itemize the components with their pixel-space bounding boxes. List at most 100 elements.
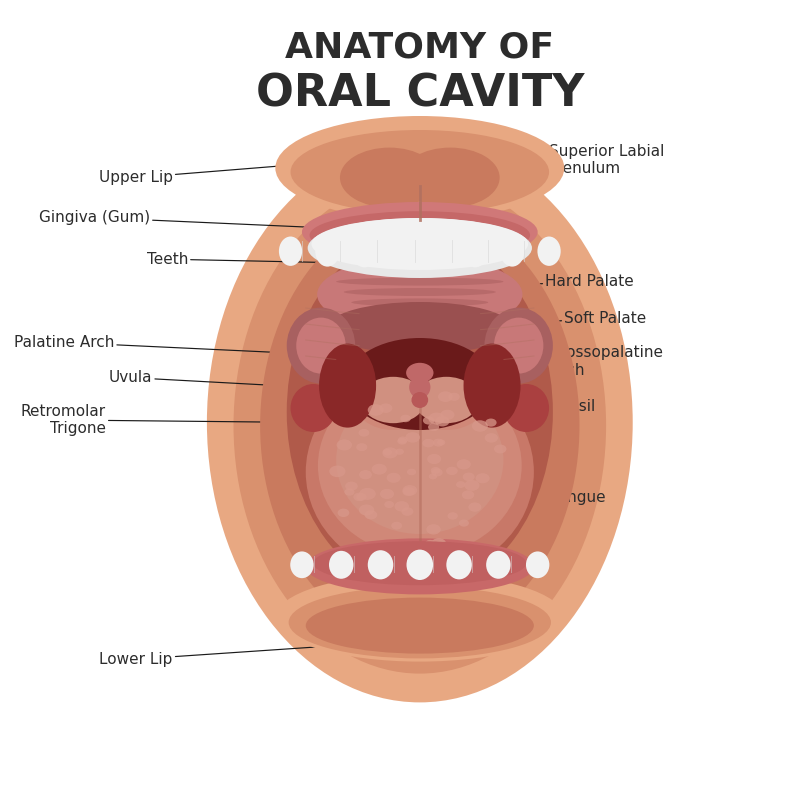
- Ellipse shape: [286, 232, 553, 592]
- Ellipse shape: [485, 308, 553, 384]
- Ellipse shape: [401, 147, 500, 208]
- Ellipse shape: [395, 449, 404, 454]
- Ellipse shape: [402, 485, 418, 496]
- Ellipse shape: [449, 393, 460, 401]
- Ellipse shape: [426, 524, 441, 534]
- Text: Lower Lip: Lower Lip: [99, 646, 325, 666]
- Ellipse shape: [437, 439, 446, 446]
- Text: Retromolar
Trigone: Retromolar Trigone: [21, 404, 302, 436]
- Ellipse shape: [326, 302, 513, 354]
- Ellipse shape: [494, 445, 506, 454]
- Ellipse shape: [479, 401, 492, 410]
- Ellipse shape: [315, 236, 340, 266]
- Ellipse shape: [406, 550, 433, 580]
- Ellipse shape: [306, 368, 534, 576]
- Ellipse shape: [472, 354, 512, 418]
- Ellipse shape: [459, 519, 469, 526]
- Ellipse shape: [422, 439, 434, 447]
- Ellipse shape: [462, 235, 488, 267]
- Ellipse shape: [431, 538, 446, 550]
- Ellipse shape: [380, 489, 394, 499]
- Ellipse shape: [359, 505, 374, 515]
- Text: Palatine Arch: Palatine Arch: [14, 335, 302, 354]
- Ellipse shape: [382, 449, 392, 455]
- Ellipse shape: [472, 420, 488, 432]
- Ellipse shape: [356, 443, 367, 451]
- Ellipse shape: [486, 418, 497, 426]
- Ellipse shape: [398, 437, 408, 443]
- Ellipse shape: [433, 438, 444, 446]
- Ellipse shape: [361, 377, 426, 423]
- Ellipse shape: [438, 391, 453, 402]
- Text: Tongue: Tongue: [434, 490, 606, 505]
- Text: Hard Palate: Hard Palate: [444, 274, 634, 289]
- Ellipse shape: [338, 509, 350, 517]
- Text: Superior Labial
Frenulum: Superior Labial Frenulum: [422, 144, 665, 186]
- Ellipse shape: [286, 308, 355, 384]
- Ellipse shape: [290, 130, 549, 214]
- Ellipse shape: [306, 598, 534, 654]
- Ellipse shape: [345, 489, 354, 496]
- Ellipse shape: [368, 550, 394, 579]
- Text: ANATOMY OF: ANATOMY OF: [286, 31, 554, 65]
- Ellipse shape: [234, 178, 606, 674]
- Ellipse shape: [354, 493, 366, 501]
- Ellipse shape: [317, 256, 522, 333]
- Ellipse shape: [346, 338, 494, 430]
- Ellipse shape: [306, 538, 534, 594]
- Text: Soft Palate: Soft Palate: [456, 311, 646, 326]
- Ellipse shape: [503, 384, 549, 432]
- Ellipse shape: [372, 464, 387, 474]
- Ellipse shape: [329, 551, 354, 578]
- Text: ORAL CAVITY: ORAL CAVITY: [256, 73, 584, 116]
- Ellipse shape: [337, 439, 352, 450]
- Ellipse shape: [468, 502, 482, 512]
- Ellipse shape: [429, 474, 437, 479]
- Ellipse shape: [368, 404, 384, 416]
- Ellipse shape: [486, 551, 510, 578]
- Text: Gingiva (Gum): Gingiva (Gum): [38, 210, 310, 227]
- Ellipse shape: [440, 410, 454, 420]
- Ellipse shape: [207, 142, 633, 702]
- Ellipse shape: [447, 512, 458, 520]
- Ellipse shape: [446, 466, 458, 475]
- Ellipse shape: [457, 459, 471, 470]
- Ellipse shape: [500, 236, 524, 266]
- Ellipse shape: [336, 278, 503, 286]
- Ellipse shape: [356, 494, 366, 501]
- Ellipse shape: [359, 488, 376, 500]
- Ellipse shape: [428, 413, 445, 425]
- Ellipse shape: [290, 384, 336, 432]
- Ellipse shape: [526, 551, 550, 578]
- Ellipse shape: [406, 432, 420, 442]
- Ellipse shape: [351, 298, 488, 306]
- Ellipse shape: [402, 507, 414, 516]
- Ellipse shape: [411, 392, 428, 408]
- Text: Teeth: Teeth: [146, 252, 321, 266]
- Ellipse shape: [362, 310, 477, 318]
- Ellipse shape: [308, 218, 532, 278]
- Ellipse shape: [340, 147, 439, 208]
- Ellipse shape: [344, 288, 496, 296]
- Ellipse shape: [430, 467, 441, 474]
- Ellipse shape: [414, 377, 478, 423]
- Ellipse shape: [358, 429, 370, 437]
- Ellipse shape: [538, 237, 561, 266]
- Text: Uvula: Uvula: [109, 370, 395, 392]
- Ellipse shape: [289, 586, 551, 658]
- Ellipse shape: [424, 542, 440, 554]
- Ellipse shape: [384, 501, 394, 508]
- Ellipse shape: [494, 318, 543, 374]
- Ellipse shape: [330, 466, 346, 477]
- Ellipse shape: [279, 237, 302, 266]
- Ellipse shape: [464, 480, 479, 491]
- Ellipse shape: [310, 211, 530, 259]
- Ellipse shape: [423, 416, 434, 425]
- Ellipse shape: [318, 376, 522, 555]
- Text: Glossopalatine
Arch: Glossopalatine Arch: [464, 346, 663, 378]
- Ellipse shape: [409, 376, 430, 398]
- Ellipse shape: [328, 354, 367, 418]
- Ellipse shape: [352, 235, 378, 267]
- Ellipse shape: [428, 423, 439, 431]
- Ellipse shape: [462, 473, 474, 481]
